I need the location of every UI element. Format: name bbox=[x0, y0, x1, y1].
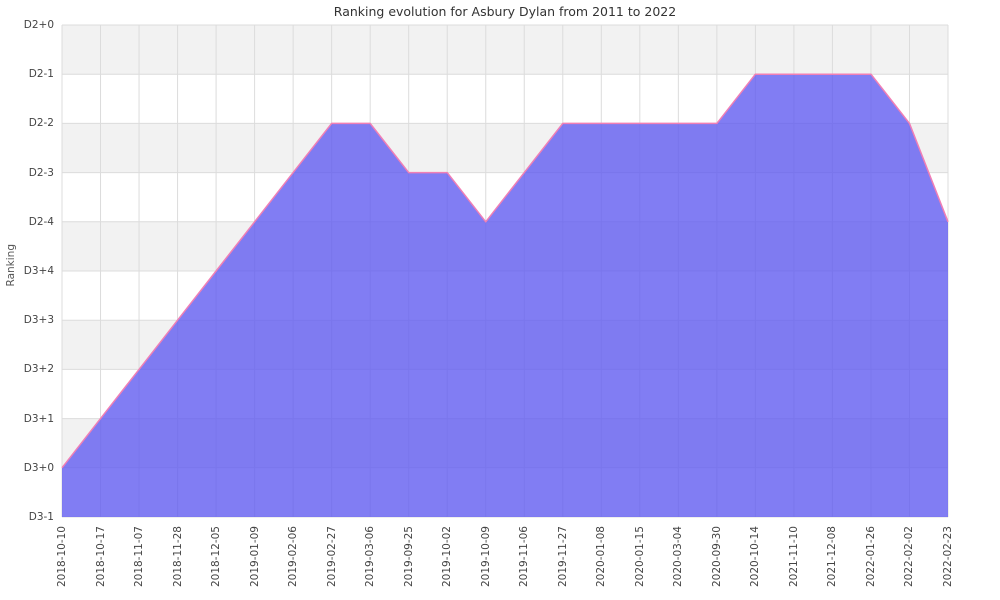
x-tick-label: 2018-10-17 bbox=[94, 526, 107, 588]
x-tick-label: 2020-03-04 bbox=[672, 526, 685, 588]
area-fill bbox=[62, 74, 948, 517]
x-tick-label: 2022-01-26 bbox=[864, 526, 877, 588]
y-tick-label: D3+3 bbox=[23, 314, 54, 327]
y-tick-label: D3+0 bbox=[23, 461, 54, 474]
y-tick-label: D2-1 bbox=[28, 68, 54, 81]
x-tick-label: 2018-12-05 bbox=[210, 526, 223, 588]
x-tick-label: 2019-10-09 bbox=[479, 526, 492, 588]
x-tick-label: 2021-11-10 bbox=[787, 526, 800, 588]
y-tick-label: D2-3 bbox=[28, 166, 54, 179]
x-tick-label: 2019-03-06 bbox=[364, 526, 377, 588]
x-tick-label: 2020-10-14 bbox=[749, 526, 762, 588]
y-tick-label: D2+0 bbox=[23, 19, 54, 31]
x-tick-label: 2019-01-09 bbox=[248, 526, 261, 588]
x-tick-label: 2018-11-28 bbox=[171, 526, 184, 588]
x-tick-label: 2019-02-27 bbox=[325, 526, 338, 588]
x-tick-label: 2020-01-08 bbox=[595, 526, 608, 588]
chart-title: Ranking evolution for Asbury Dylan from … bbox=[333, 4, 677, 19]
background-band bbox=[62, 25, 948, 75]
y-tick-label: D3-1 bbox=[28, 511, 54, 523]
x-tick-label: 2021-12-08 bbox=[826, 526, 839, 588]
y-tick-label: D3+1 bbox=[23, 412, 54, 425]
x-tick-label: 2018-11-07 bbox=[133, 526, 146, 588]
x-tick-label: 2019-02-06 bbox=[287, 526, 300, 588]
y-tick-label: D3+4 bbox=[23, 265, 54, 277]
x-tick-label: 2022-02-23 bbox=[942, 526, 954, 588]
series-line bbox=[61, 73, 949, 469]
y-tick-label: D2-4 bbox=[28, 215, 54, 228]
x-tick-label: 2022-02-02 bbox=[903, 526, 916, 588]
x-tick-label: 2019-11-06 bbox=[518, 526, 531, 588]
y-tick-label: D3+2 bbox=[23, 363, 54, 376]
x-tick-label: 2019-11-27 bbox=[556, 526, 569, 588]
x-tick-label: 2019-09-25 bbox=[402, 526, 415, 588]
x-tick-label: 2018-10-10 bbox=[56, 526, 68, 588]
y-tick-label: D2-2 bbox=[28, 117, 54, 130]
x-tick-label: 2020-01-15 bbox=[633, 526, 646, 588]
x-tick-label: 2020-09-30 bbox=[710, 526, 723, 588]
x-tick-label: 2019-10-02 bbox=[441, 526, 454, 588]
